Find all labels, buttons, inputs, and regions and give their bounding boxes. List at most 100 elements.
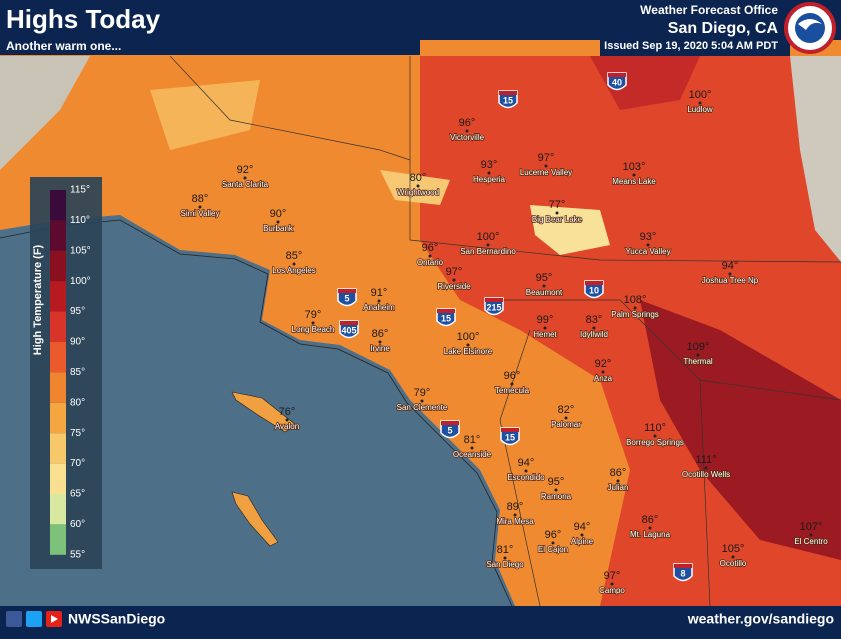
city-name: San Diego	[486, 560, 524, 569]
facebook-icon[interactable]	[6, 611, 22, 627]
city-dot	[486, 243, 490, 247]
twitter-icon[interactable]	[26, 611, 42, 627]
city-temp: 94°	[518, 457, 535, 469]
city-dot	[465, 129, 469, 133]
city-name: Burbank	[263, 224, 294, 233]
city-name: Alpine	[571, 537, 594, 546]
hot-core	[640, 300, 841, 560]
cool-mountains	[530, 205, 610, 255]
city-dot	[555, 211, 559, 215]
legend-label: 100°	[70, 276, 91, 287]
city-dot	[551, 541, 555, 545]
website[interactable]: weather.gov/sandiego	[687, 611, 834, 627]
city-dot	[452, 278, 456, 282]
city-dot	[564, 416, 568, 420]
footer-bar	[0, 606, 841, 639]
city-name: Ocotillo Wells	[682, 470, 730, 479]
city-dot	[503, 556, 507, 560]
city-name: Hemet	[533, 330, 557, 339]
city-dot	[416, 184, 420, 188]
city-temp: 100°	[477, 231, 500, 243]
city-name: Lake Elsinore	[444, 347, 493, 356]
subtitle-bar	[0, 38, 420, 55]
city-dot	[542, 284, 546, 288]
city-temp: 83°	[586, 314, 603, 326]
highway-shield	[607, 72, 627, 91]
city-temp: 79°	[414, 387, 431, 399]
highway-shield-top	[437, 309, 455, 313]
city-dot	[544, 164, 548, 168]
legend-swatch	[50, 250, 66, 282]
highway-shield	[500, 427, 520, 446]
city-dot	[696, 353, 700, 357]
city-temp: 92°	[237, 164, 254, 176]
legend-label: 80°	[70, 397, 85, 408]
highway-shield-top	[441, 421, 459, 425]
city-name: Ontario	[417, 258, 444, 267]
city-temp: 96°	[545, 529, 562, 541]
city-dot	[378, 340, 382, 344]
legend-label: 65°	[70, 489, 85, 500]
social-handle[interactable]: NWSSanDiego	[68, 611, 165, 627]
city-temp: 94°	[722, 260, 739, 272]
legend-swatch	[50, 433, 66, 464]
city-name: Anza	[594, 374, 613, 383]
city-temp: 76°	[279, 406, 296, 418]
legend-label: 75°	[70, 428, 85, 439]
city-temp: 92°	[595, 358, 612, 370]
city-temp: 99°	[537, 314, 554, 326]
legend-swatch	[50, 281, 66, 312]
city-temp: 80°	[410, 172, 427, 184]
legend-label: 90°	[70, 337, 85, 348]
city-dot	[311, 321, 315, 325]
city-dot	[731, 555, 735, 559]
subtitle: Another warm one...	[6, 39, 121, 53]
city-name: Victorville	[450, 133, 485, 142]
city-dot	[554, 488, 558, 492]
office-box	[600, 0, 790, 56]
city-temp: 94°	[574, 521, 591, 533]
city-name: Los Angeles	[272, 266, 316, 275]
highway-shield-top	[585, 281, 603, 285]
city-name: Idyllwild	[580, 330, 608, 339]
city-temp: 93°	[640, 231, 657, 243]
highway-shield	[436, 308, 456, 327]
city-dot	[592, 326, 596, 330]
city-dot	[580, 533, 584, 537]
city-temp: 96°	[504, 370, 521, 382]
city-name: Julian	[608, 483, 629, 492]
legend-swatch	[50, 402, 66, 434]
city-name: Means Lake	[612, 177, 656, 186]
city-dot	[633, 306, 637, 310]
highway-number: 10	[589, 285, 599, 295]
city-dot	[198, 205, 202, 209]
city-temp: 110°	[644, 422, 666, 434]
city-name: Big Bear Lake	[532, 215, 583, 224]
hot-core	[590, 56, 700, 110]
legend-swatch	[50, 463, 66, 494]
city-dot	[543, 326, 547, 330]
city-temp: 109°	[687, 341, 710, 353]
city-name: Oceanside	[453, 450, 492, 459]
city-dot	[285, 418, 289, 422]
highway-shield	[484, 297, 504, 316]
city-name: Avalon	[275, 422, 299, 431]
city-temp: 86°	[372, 328, 389, 340]
city-name: Borrego Springs	[626, 438, 684, 447]
city-name: San Clemente	[397, 403, 448, 412]
city-dot	[470, 446, 474, 450]
city-temp: 79°	[305, 309, 322, 321]
legend-label: 105°	[70, 245, 91, 256]
coastline	[0, 219, 513, 607]
city-name: Simi Valley	[181, 209, 220, 218]
legend-label: 110°	[70, 215, 90, 226]
highway-shield	[673, 563, 693, 582]
city-name: Campo	[599, 586, 625, 595]
city-name: Palm Springs	[611, 310, 659, 319]
city-dot	[632, 173, 636, 177]
city-dot	[698, 101, 702, 105]
city-temp: 111°	[695, 454, 716, 466]
youtube-icon	[51, 615, 58, 623]
city-name: Lucerne Valley	[520, 168, 572, 177]
